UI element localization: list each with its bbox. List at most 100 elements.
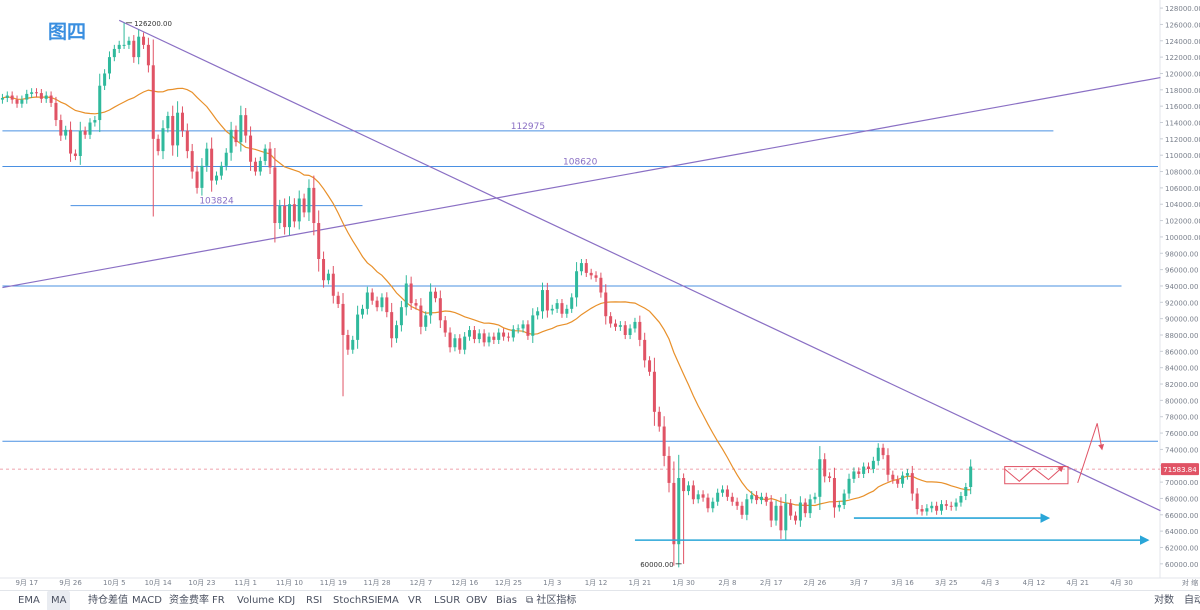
candle[interactable] [779, 497, 783, 539]
chart-area[interactable]: 60000.00 62000.00 64000.00 66000.00 68000.00… [0, 0, 1200, 590]
candle[interactable] [579, 258, 583, 276]
candle[interactable] [584, 258, 588, 277]
projection-breakout[interactable] [1077, 423, 1105, 484]
candle[interactable] [696, 490, 700, 504]
candle[interactable] [287, 196, 292, 236]
candle[interactable] [711, 497, 715, 513]
candle[interactable] [409, 276, 413, 310]
candle[interactable] [151, 39, 155, 217]
candle[interactable] [759, 492, 763, 505]
candle[interactable] [176, 101, 180, 157]
candle[interactable] [842, 489, 846, 510]
candle[interactable] [122, 22, 126, 49]
candle[interactable] [385, 292, 389, 318]
candle[interactable] [740, 501, 744, 519]
candle[interactable] [901, 471, 905, 488]
candle[interactable] [142, 32, 146, 49]
candle[interactable] [297, 190, 301, 230]
candle[interactable] [682, 473, 686, 564]
candle[interactable] [39, 88, 43, 103]
candle[interactable] [565, 304, 569, 318]
candle[interactable] [750, 491, 754, 504]
candle[interactable] [365, 286, 369, 315]
candle[interactable] [959, 491, 963, 507]
candle[interactable] [322, 251, 326, 288]
indicator-tab[interactable]: 资金费率 [169, 595, 209, 606]
candle[interactable] [774, 500, 778, 526]
candle[interactable] [205, 142, 209, 172]
candle[interactable] [536, 307, 540, 320]
candle[interactable] [599, 272, 603, 298]
candle[interactable] [769, 495, 773, 528]
candle[interactable] [930, 501, 934, 513]
candle[interactable] [672, 461, 676, 566]
candle[interactable] [925, 504, 929, 516]
projection-box[interactable] [1004, 466, 1069, 485]
candle[interactable] [891, 470, 895, 484]
candle[interactable] [755, 491, 759, 505]
candle[interactable] [716, 488, 720, 506]
candle[interactable] [506, 332, 510, 342]
candle[interactable] [896, 475, 900, 488]
candle[interactable] [278, 199, 282, 230]
candle[interactable] [789, 499, 793, 520]
candle[interactable] [30, 88, 34, 98]
candle[interactable] [555, 299, 559, 313]
candle[interactable] [852, 467, 856, 483]
candle[interactable] [317, 210, 321, 272]
candle[interactable] [570, 293, 574, 313]
candle[interactable] [541, 282, 545, 319]
candle[interactable] [25, 89, 29, 104]
candle[interactable] [244, 107, 248, 143]
candle[interactable] [949, 501, 953, 511]
candle[interactable] [458, 334, 462, 354]
indicator-tab[interactable]: ⧉ 社区指标 [526, 591, 576, 610]
indicator-tab[interactable]: VR [408, 595, 422, 606]
candle[interactable] [351, 335, 355, 354]
candle[interactable] [346, 329, 350, 355]
candle[interactable] [677, 454, 681, 568]
candle[interactable] [594, 271, 598, 282]
indicator-tab[interactable]: RSI [306, 595, 323, 606]
candle[interactable] [249, 126, 253, 171]
candle[interactable] [161, 120, 165, 160]
candle[interactable] [944, 500, 948, 510]
candle[interactable] [701, 490, 705, 502]
candle[interactable] [803, 498, 807, 518]
candle[interactable] [137, 29, 141, 65]
candle[interactable] [180, 106, 184, 137]
candle[interactable] [545, 282, 549, 318]
candle[interactable] [307, 179, 311, 221]
candle[interactable] [784, 493, 788, 540]
candle[interactable] [443, 315, 447, 337]
candle[interactable] [229, 121, 233, 161]
candle[interactable] [871, 456, 875, 474]
candle[interactable] [613, 319, 617, 331]
candle[interactable] [414, 299, 418, 310]
candle[interactable] [818, 446, 822, 510]
candle[interactable] [798, 496, 802, 527]
candle[interactable] [935, 501, 939, 515]
candle[interactable] [98, 73, 102, 133]
candle[interactable] [633, 317, 637, 333]
candle[interactable] [258, 156, 262, 176]
candle[interactable] [64, 125, 68, 140]
candle[interactable] [360, 304, 364, 319]
candle[interactable] [487, 332, 491, 347]
candle[interactable] [691, 480, 695, 505]
candle[interactable] [234, 125, 238, 147]
candle[interactable] [448, 327, 452, 353]
candle[interactable] [706, 493, 710, 513]
candle[interactable] [336, 291, 340, 309]
candle[interactable] [837, 500, 841, 512]
candle[interactable] [604, 284, 608, 325]
candle[interactable] [404, 275, 408, 316]
candle[interactable] [847, 473, 851, 499]
candle[interactable] [195, 165, 199, 194]
candle[interactable] [438, 290, 442, 329]
candle[interactable] [224, 148, 228, 171]
candle[interactable] [764, 492, 768, 506]
candle[interactable] [881, 443, 885, 460]
candle[interactable] [54, 96, 58, 127]
candle[interactable] [185, 123, 189, 159]
